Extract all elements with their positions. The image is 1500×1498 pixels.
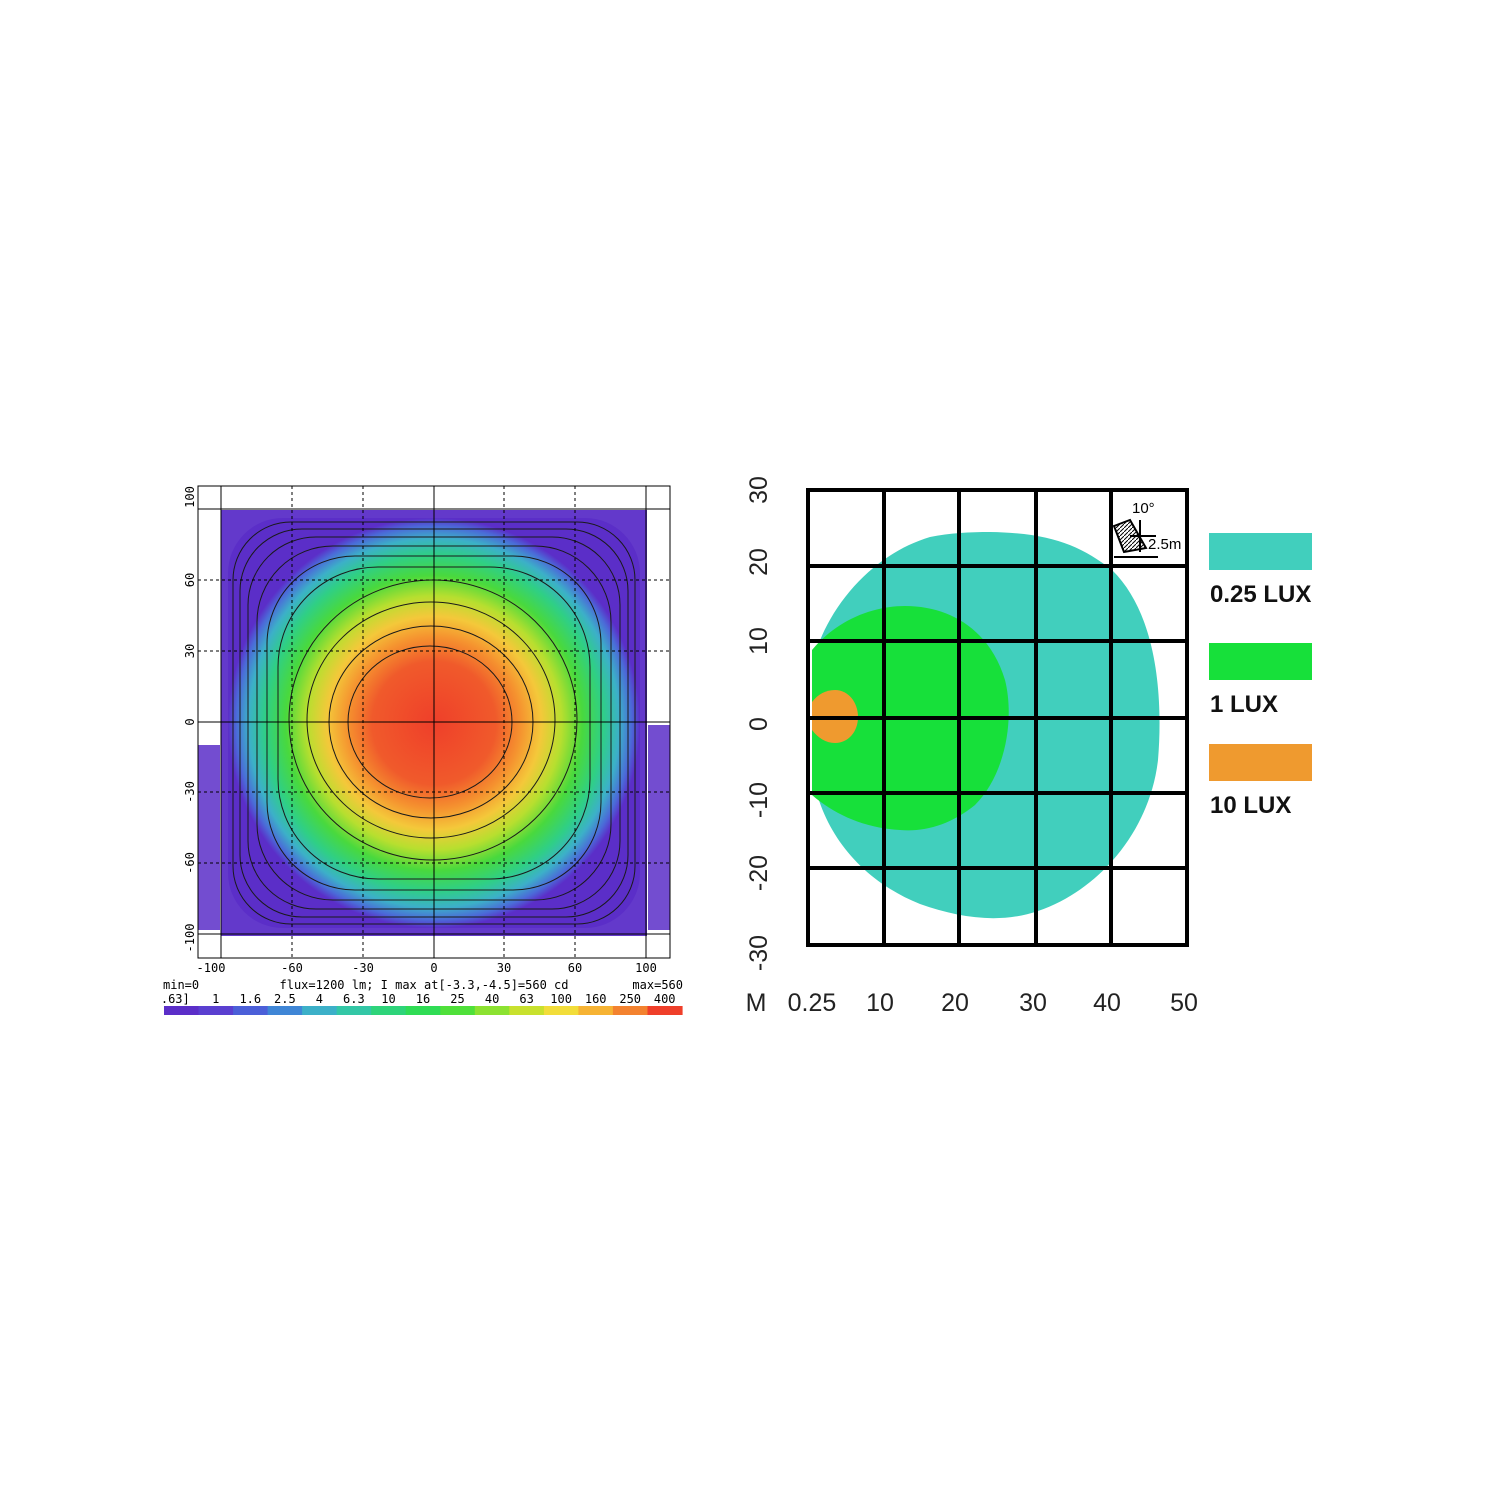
lux-y-tick-label: 20 (745, 548, 773, 576)
lux-y-tick-label: 30 (745, 476, 773, 504)
legend-swatch-1 (1209, 643, 1312, 680)
lux-x-unit-label: M (746, 989, 767, 1017)
heatmap-x-tick-label: 0 (430, 961, 437, 975)
heatmap-chart: -100 -60 -30 0 30 60 100 100 60 30 0 -30 -60 -100 mi… (161, 485, 683, 1015)
lux-y-tick-label: 10 (745, 627, 773, 655)
colorbar-segment (233, 1006, 269, 1015)
colorbar-segment (164, 1006, 200, 1015)
colorbar-level-label: 250 (619, 992, 641, 1006)
inset-angle-label: 10° (1132, 500, 1155, 517)
colorbar-level-label: 1 (212, 992, 219, 1006)
colorbar-segment (371, 1006, 407, 1015)
colorbar-segment (509, 1006, 545, 1015)
lux-x-tick-label: 10 (866, 989, 894, 1017)
colorbar-segment (543, 1006, 579, 1015)
fixture-icon (1112, 518, 1158, 558)
colorbar-level-label: 100 (550, 992, 572, 1006)
heatmap-x-ticks: -100 -60 -30 0 30 60 100 (197, 961, 657, 975)
heatmap-max-label: max=560 (632, 978, 683, 992)
lux-y-tick-label: -20 (745, 855, 773, 891)
heatmap-y-tick-label: -30 (183, 781, 197, 803)
heatmap-colorbar: .63] 1 1.6 2.5 4 6.3 10 16 25 40 63 100 160 250 400 (161, 992, 683, 1015)
lux-grid (806, 488, 1189, 947)
lux-x-tick-label: 40 (1093, 989, 1121, 1017)
legend-swatch-10 (1209, 744, 1312, 781)
lux-x-tick-label: 30 (1019, 989, 1047, 1017)
lux-y-tick-label: -30 (745, 935, 773, 971)
heatmap-x-tick-label: -60 (281, 961, 303, 975)
lux-x-ticks: 0.25 10 20 30 40 50 (788, 989, 1198, 1017)
colorbar-segment (647, 1006, 683, 1015)
lux-x-tick-label: 20 (941, 989, 969, 1017)
lux-chart: 0.25 10 20 30 40 50 30 20 10 0 -10 -20 -30 M 10° 2.… (745, 476, 1312, 1017)
lux-legend: 0.25 LUX 1 LUX 10 LUX (1209, 533, 1312, 819)
heatmap-x-tick-label: -30 (352, 961, 374, 975)
colorbar-level-label: 63 (519, 992, 533, 1006)
inset-height-label: 2.5m (1148, 536, 1181, 553)
colorbar-segment (474, 1006, 510, 1015)
colorbar-level-label: 16 (416, 992, 430, 1006)
heatmap-flux-label: flux=1200 lm; I max at[-3.3,-4.5]=560 cd (280, 978, 569, 992)
heatmap-y-tick-label: 0 (183, 718, 197, 725)
colorbar-segment (405, 1006, 441, 1015)
heatmap-frame (197, 485, 671, 959)
colorbar-level-label: 160 (585, 992, 607, 1006)
heatmap-x-tick-label: -100 (197, 961, 226, 975)
heatmap-x-tick-label: 100 (635, 961, 657, 975)
lux-zones (812, 532, 1160, 919)
heatmap-y-tick-label: 60 (183, 573, 197, 587)
heatmap-min-label: min=0 (163, 978, 199, 992)
heatmap-grid (198, 486, 670, 958)
lux-x-tick-label: 0.25 (788, 989, 837, 1017)
heatmap-noise-right (648, 725, 670, 930)
lux-y-tick-label: -10 (745, 782, 773, 818)
legend-label-10: 10 LUX (1210, 792, 1291, 819)
colorbar-level-label: 4 (316, 992, 323, 1006)
colorbar-level-label: 25 (450, 992, 464, 1006)
heatmap-field (198, 486, 670, 958)
colorbar-level-label: 40 (485, 992, 499, 1006)
colorbar-level-label: 6.3 (343, 992, 365, 1006)
heatmap-y-tick-label: -60 (183, 852, 197, 874)
legend-label-0-25: 0.25 LUX (1210, 581, 1311, 608)
colorbar-level-label: 10 (381, 992, 395, 1006)
lux-x-tick-label: 50 (1170, 989, 1198, 1017)
colorbar-level-label: 2.5 (274, 992, 296, 1006)
colorbar-segment (612, 1006, 648, 1015)
legend-swatch-0-25 (1209, 533, 1312, 570)
colorbar-segment (302, 1006, 338, 1015)
colorbar-segment (440, 1006, 476, 1015)
colorbar-segment (578, 1006, 614, 1015)
heatmap-y-tick-label: 30 (183, 644, 197, 658)
colorbar-segment (198, 1006, 234, 1015)
heatmap-y-ticks: 100 60 30 0 -30 -60 -100 (183, 486, 197, 952)
colorbar-segment (267, 1006, 303, 1015)
lux-y-ticks: 30 20 10 0 -10 -20 -30 (745, 476, 773, 971)
legend-label-1: 1 LUX (1210, 691, 1278, 718)
colorbar-segment (336, 1006, 372, 1015)
lux-y-tick-label: 0 (745, 717, 773, 731)
heatmap-x-tick-label: 60 (568, 961, 582, 975)
heatmap-y-tick-label: 100 (183, 486, 197, 508)
colorbar-level-label: 400 (654, 992, 676, 1006)
colorbar-level-label: 1.6 (239, 992, 261, 1006)
heatmap-y-tick-label: -100 (183, 924, 197, 953)
heatmap-x-tick-label: 30 (497, 961, 511, 975)
fixture-inset: 10° 2.5m (1112, 500, 1181, 558)
heatmap-noise-left (198, 745, 220, 930)
colorbar-level-label: .63] (161, 992, 190, 1006)
